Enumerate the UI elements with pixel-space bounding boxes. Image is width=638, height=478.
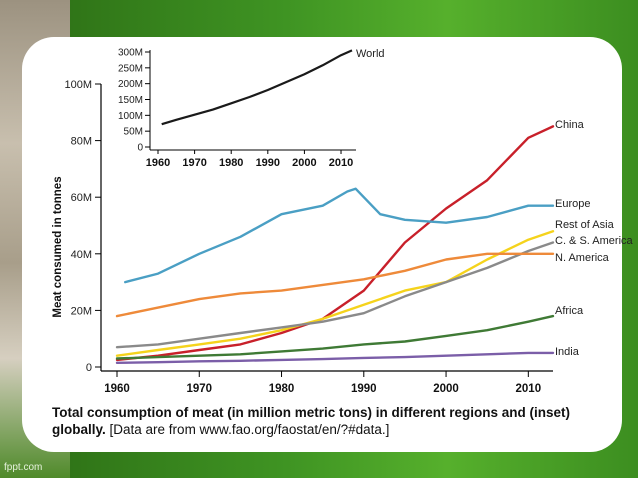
series-line-europe bbox=[124, 187, 555, 284]
inset-series-line-world bbox=[161, 49, 353, 126]
main-y-tick-label: 60M bbox=[71, 192, 92, 204]
inset-y-tick-label: 250M bbox=[118, 63, 143, 74]
series-line-china bbox=[115, 125, 555, 362]
inset-series-label-world: World bbox=[356, 48, 385, 60]
inset-y-tick-label: 300M bbox=[118, 48, 143, 59]
main-x-tick-label: 1990 bbox=[351, 383, 377, 395]
series-line-rest-of-asia bbox=[115, 230, 555, 357]
series-label-c-s-america: C. & S. America bbox=[555, 235, 634, 247]
main-y-axis-label: Meat consumed in tonnes bbox=[52, 176, 64, 317]
main-y-tick-label: 20M bbox=[71, 305, 92, 317]
inset-x-tick-label: 1980 bbox=[219, 157, 243, 169]
inset-axes: 0 50M 100M 150M 200M 250M 300M 1960 1970 1980 1990… bbox=[118, 48, 356, 169]
series-line-c-s-america bbox=[115, 241, 555, 349]
inset-series-lines: World bbox=[161, 48, 385, 126]
caption-source: [Data are from www.fao.org/faostat/en/?#… bbox=[109, 422, 390, 437]
main-y-tick-label: 80M bbox=[71, 136, 92, 148]
series-line-india bbox=[115, 351, 555, 364]
series-label-africa: Africa bbox=[555, 305, 584, 317]
caption-bold: Total consumption of meat (in million me… bbox=[52, 405, 571, 437]
inset-y-tick-label: 100M bbox=[118, 111, 143, 122]
watermark: fppt.com bbox=[4, 462, 43, 473]
series-label-china: China bbox=[555, 119, 585, 131]
series-label-n-america: N. America bbox=[555, 252, 610, 264]
main-axes: 0 20M 40M 60M 80M 100M 1960 1970 1980 1990 2000 201… bbox=[52, 79, 553, 395]
inset-y-tick-label: 200M bbox=[118, 79, 143, 90]
main-y-tick-label: 40M bbox=[71, 249, 92, 261]
series-label-india: India bbox=[555, 346, 580, 358]
series-label-rest-of-asia: Rest of Asia bbox=[555, 219, 615, 231]
inset-y-tick-label: 150M bbox=[118, 95, 143, 106]
series-label-europe: Europe bbox=[555, 198, 590, 210]
inset-x-tick-label: 2010 bbox=[329, 157, 353, 169]
series-labels: China Europe Rest of Asia C. & S. America N.… bbox=[555, 119, 634, 358]
inset-x-tick-label: 2000 bbox=[292, 157, 316, 169]
main-x-tick-label: 2000 bbox=[433, 383, 459, 395]
main-x-tick-label: 1970 bbox=[186, 383, 212, 395]
main-y-tick-label: 100M bbox=[64, 79, 92, 91]
main-series-lines bbox=[115, 125, 555, 364]
inset-x-tick-label: 1970 bbox=[182, 157, 206, 169]
series-line-africa bbox=[115, 314, 555, 360]
inset-y-tick-label: 50M bbox=[124, 127, 143, 138]
main-x-tick-label: 2010 bbox=[516, 383, 542, 395]
series-line-n-america bbox=[115, 252, 555, 318]
inset-x-tick-label: 1990 bbox=[256, 157, 280, 169]
main-x-tick-label: 1980 bbox=[269, 383, 295, 395]
inset-x-tick-label: 1960 bbox=[146, 157, 170, 169]
slide-card bbox=[22, 37, 622, 452]
inset-y-tick-label: 0 bbox=[137, 143, 143, 154]
figure-caption: Total consumption of meat (in million me… bbox=[52, 404, 622, 438]
main-y-tick-label: 0 bbox=[86, 362, 92, 374]
main-x-tick-label: 1960 bbox=[104, 383, 130, 395]
